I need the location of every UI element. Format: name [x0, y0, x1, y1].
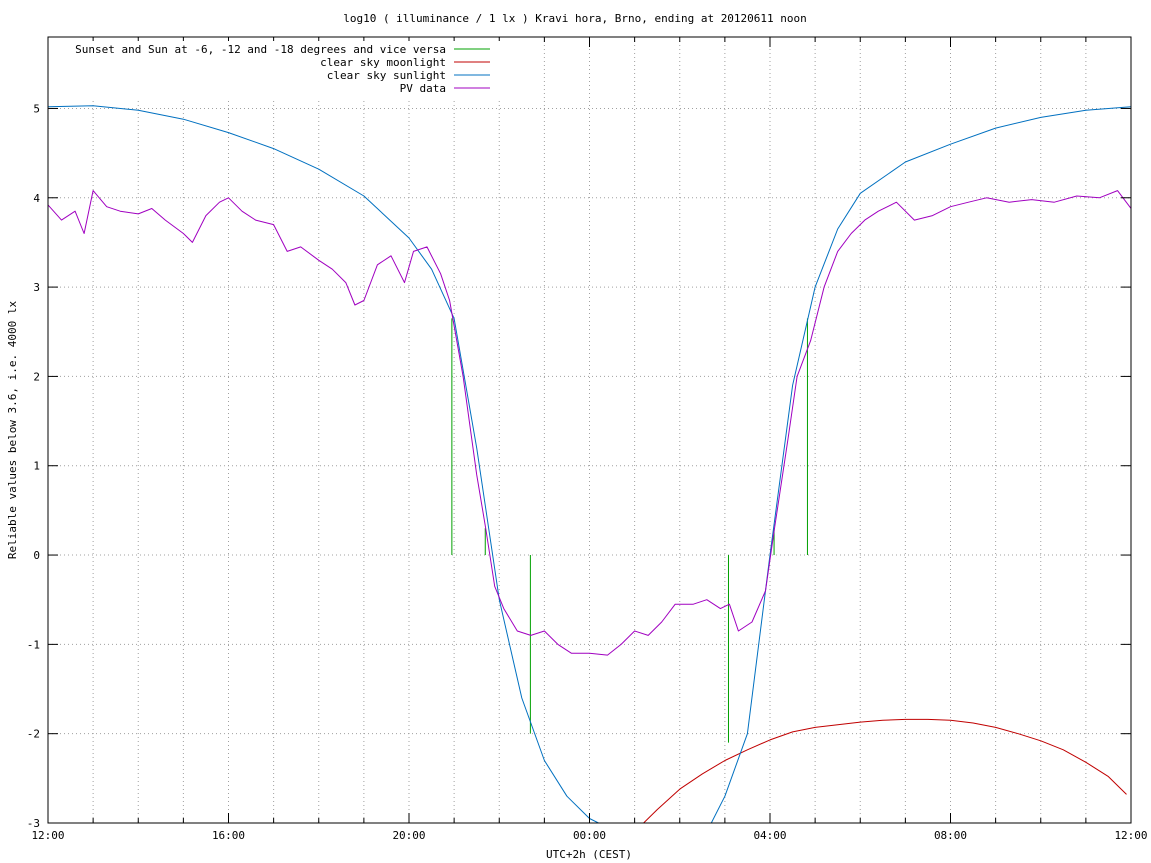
series-line [48, 105, 1131, 823]
axis-ticks: 12:00 16:00 20:00 00:00 04:00 08:00 12:00-3-2-… [27, 37, 1148, 842]
legend-label: Sunset and Sun at -6, -12 and -18 degree… [75, 43, 446, 56]
x-axis-label: UTC+2h (CEST) [546, 848, 632, 861]
y-tick-label: -2 [27, 728, 40, 741]
series-1 [643, 718, 1127, 823]
y-tick-label: 5 [33, 102, 40, 115]
y-axis-label: Reliable values below 3.6, i.e. 4000 lx [6, 300, 19, 559]
x-tick-label: 20:00 [392, 829, 425, 842]
chart-title: log10 ( illuminance / 1 lx ) Kravi hora,… [343, 12, 807, 25]
y-tick-label: 2 [33, 370, 40, 383]
x-tick-label: 04:00 [753, 829, 786, 842]
y-tick-label: -3 [27, 817, 40, 830]
y-tick-label: 0 [33, 549, 40, 562]
plot-area [48, 105, 1131, 823]
x-tick-label: 08:00 [934, 829, 967, 842]
legend: Sunset and Sun at -6, -12 and -18 degree… [50, 41, 500, 99]
series-line [48, 190, 1131, 656]
series-2 [48, 105, 1131, 823]
series-line [643, 718, 1127, 823]
x-tick-label: 00:00 [573, 829, 606, 842]
y-tick-label: 1 [33, 460, 40, 473]
series-3 [48, 190, 1131, 656]
x-tick-label: 16:00 [212, 829, 245, 842]
x-tick-label: 12:00 [1114, 829, 1147, 842]
legend-label: clear sky sunlight [327, 69, 446, 82]
legend-label: PV data [400, 82, 446, 95]
legend-box [50, 41, 500, 99]
x-tick-label: 12:00 [31, 829, 64, 842]
y-tick-label: 3 [33, 281, 40, 294]
y-tick-label: 4 [33, 192, 40, 205]
y-tick-label: -1 [27, 638, 40, 651]
legend-label: clear sky moonlight [320, 56, 446, 69]
